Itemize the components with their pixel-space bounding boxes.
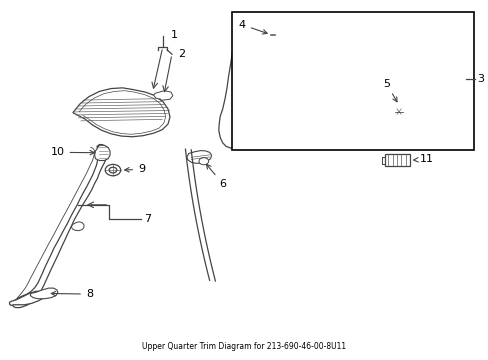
Text: 9: 9 bbox=[124, 165, 145, 174]
Text: 5: 5 bbox=[382, 78, 396, 102]
Text: Upper Quarter Trim Diagram for 213-690-46-00-8U11: Upper Quarter Trim Diagram for 213-690-4… bbox=[142, 342, 346, 351]
Polygon shape bbox=[30, 288, 58, 299]
Polygon shape bbox=[153, 91, 173, 100]
Polygon shape bbox=[239, 15, 459, 148]
Polygon shape bbox=[94, 145, 110, 161]
Text: 1: 1 bbox=[170, 30, 178, 40]
Text: 3: 3 bbox=[476, 74, 483, 84]
Polygon shape bbox=[218, 19, 268, 148]
Polygon shape bbox=[186, 150, 211, 163]
Text: 2: 2 bbox=[177, 49, 184, 59]
Circle shape bbox=[109, 167, 117, 173]
Text: 10: 10 bbox=[51, 147, 94, 157]
Circle shape bbox=[105, 165, 121, 176]
Text: 6: 6 bbox=[206, 164, 226, 189]
Polygon shape bbox=[12, 145, 108, 307]
Bar bbox=[384, 154, 409, 166]
Circle shape bbox=[389, 105, 407, 118]
Polygon shape bbox=[267, 31, 275, 39]
Text: 11: 11 bbox=[413, 154, 433, 165]
Circle shape bbox=[393, 108, 403, 115]
Polygon shape bbox=[71, 222, 84, 231]
Polygon shape bbox=[73, 88, 170, 137]
Text: 8: 8 bbox=[51, 289, 93, 299]
Polygon shape bbox=[237, 111, 258, 126]
Circle shape bbox=[199, 158, 208, 165]
Polygon shape bbox=[10, 291, 45, 306]
Text: 7: 7 bbox=[143, 214, 151, 224]
Bar bbox=[232, 12, 473, 150]
Text: 4: 4 bbox=[238, 20, 266, 34]
